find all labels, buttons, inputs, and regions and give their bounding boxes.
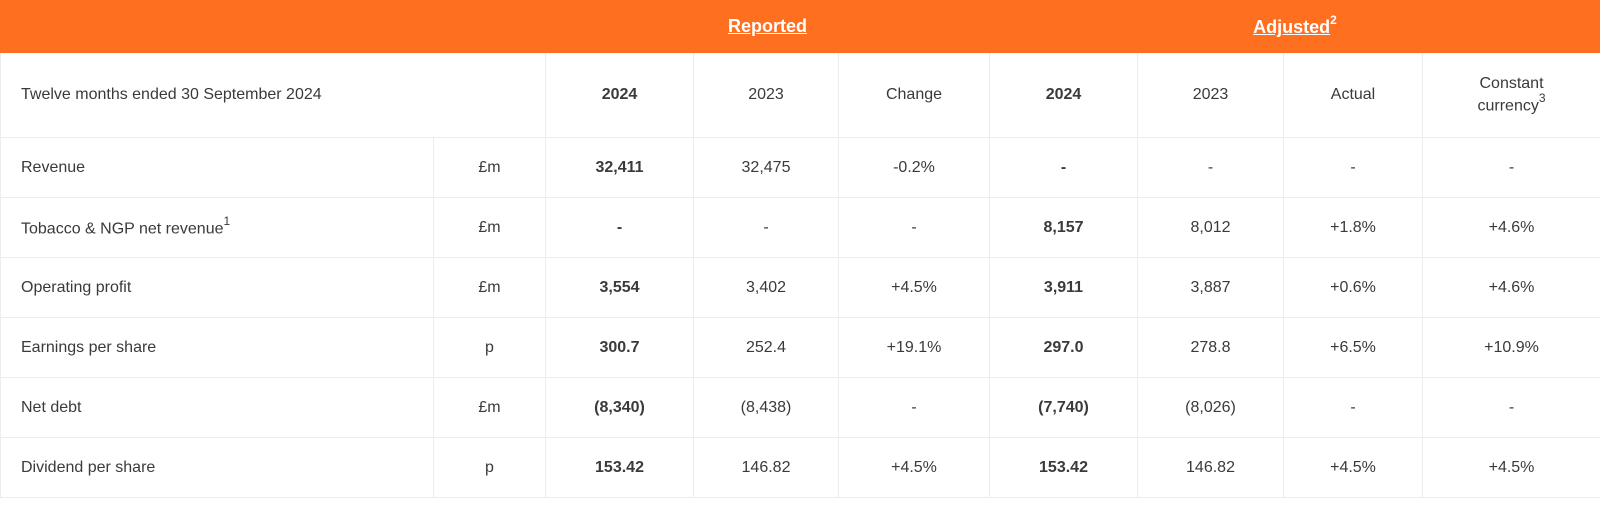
table-cell: 146.82 bbox=[1137, 437, 1284, 498]
period-label: Twelve months ended 30 September 2024 bbox=[0, 52, 546, 138]
table-cell: - bbox=[1283, 377, 1423, 438]
constant-line1: Constant bbox=[1479, 74, 1544, 92]
results-table: Reported Adjusted2 Twelve months ended 3… bbox=[0, 0, 1600, 498]
table-cell: 32,411 bbox=[545, 137, 694, 198]
reported-group-header: Reported bbox=[545, 0, 990, 53]
row-label: Earnings per share bbox=[0, 317, 434, 378]
col-constant-currency: Constant currency3 bbox=[1421, 52, 1600, 138]
table-cell: +6.5% bbox=[1283, 317, 1423, 378]
table-row: Revenue £m 32,411 32,475 -0.2% - - - - bbox=[0, 137, 1600, 198]
footnote-ref: 2 bbox=[1330, 13, 1337, 27]
table-cell: 8,157 bbox=[989, 197, 1138, 258]
table-cell: - bbox=[838, 197, 990, 258]
table-cell: +4.6% bbox=[1421, 197, 1600, 258]
table-cell: 297.0 bbox=[989, 317, 1138, 378]
reported-link[interactable]: Reported bbox=[727, 16, 807, 36]
table-row: Tobacco & NGP net revenue1 £m - - -8,157 8,01… bbox=[0, 197, 1600, 258]
constant-line2: currency bbox=[1477, 97, 1539, 115]
col-reported-2023: 2023 bbox=[693, 52, 839, 138]
table-cell: 300.7 bbox=[545, 317, 694, 378]
table-cell: +4.6% bbox=[1421, 257, 1600, 318]
row-label: Net debt bbox=[0, 377, 434, 438]
table-cell: (8,026) bbox=[1137, 377, 1284, 438]
row-unit: £m bbox=[433, 257, 546, 318]
row-label-text: Dividend per share bbox=[21, 458, 156, 476]
row-unit: £m bbox=[433, 377, 546, 438]
row-label: Operating profit bbox=[0, 257, 434, 318]
col-adjusted-2024: 2024 bbox=[989, 52, 1138, 138]
row-label-text: Net debt bbox=[21, 398, 82, 416]
table-cell: +4.5% bbox=[838, 257, 990, 318]
table-cell: +19.1% bbox=[838, 317, 990, 378]
table-cell: (8,438) bbox=[693, 377, 839, 438]
table-cell: +4.5% bbox=[838, 437, 990, 498]
row-label-text: Tobacco & NGP net revenue bbox=[21, 220, 224, 238]
row-unit: p bbox=[433, 437, 546, 498]
table-cell: 252.4 bbox=[693, 317, 839, 378]
table-cell: (7,740) bbox=[989, 377, 1138, 438]
col-adjusted-actual: Actual bbox=[1283, 52, 1423, 138]
footnote-ref: 3 bbox=[1538, 90, 1546, 105]
row-label: Tobacco & NGP net revenue1 bbox=[0, 197, 434, 258]
table-cell: 153.42 bbox=[989, 437, 1138, 498]
table-cell: -0.2% bbox=[838, 137, 990, 198]
row-unit: p bbox=[433, 317, 546, 378]
group-header-row: Reported Adjusted2 bbox=[0, 0, 1600, 53]
table-cell: 3,911 bbox=[989, 257, 1138, 318]
row-unit: £m bbox=[433, 197, 546, 258]
table-row: Dividend per share p 153.42 146.82 +4.5% 153.… bbox=[0, 437, 1600, 498]
footnote-ref: 1 bbox=[223, 214, 231, 229]
table-row: Net debt £m (8,340) (8,438) - (7,740) (8,026) -… bbox=[0, 377, 1600, 438]
row-label-text: Operating profit bbox=[21, 278, 132, 296]
table-cell: - bbox=[1137, 137, 1284, 198]
col-adjusted-2023: 2023 bbox=[1137, 52, 1284, 138]
adjusted-group-header: Adjusted2 bbox=[988, 0, 1600, 53]
table-cell: - bbox=[1421, 137, 1600, 198]
row-label: Revenue bbox=[0, 137, 434, 198]
table-cell: - bbox=[693, 197, 839, 258]
table-cell: +0.6% bbox=[1283, 257, 1423, 318]
row-label-text: Revenue bbox=[21, 158, 86, 176]
col-reported-2024: 2024 bbox=[545, 52, 694, 138]
table-cell: - bbox=[989, 137, 1138, 198]
table-cell: 3,887 bbox=[1137, 257, 1284, 318]
table-cell: 146.82 bbox=[693, 437, 839, 498]
table-cell: - bbox=[1283, 137, 1423, 198]
row-label: Dividend per share bbox=[0, 437, 434, 498]
table-cell: +4.5% bbox=[1283, 437, 1423, 498]
table-row: Earnings per share p 300.7 252.4 +19.1% 297.0… bbox=[0, 317, 1600, 378]
row-label-text: Earnings per share bbox=[21, 338, 157, 356]
col-reported-change: Change bbox=[838, 52, 990, 138]
table-cell: +10.9% bbox=[1421, 317, 1600, 378]
table-cell: - bbox=[838, 377, 990, 438]
table-cell: (8,340) bbox=[545, 377, 694, 438]
table-cell: +4.5% bbox=[1421, 437, 1600, 498]
adjusted-link[interactable]: Adjusted bbox=[1253, 17, 1331, 37]
table-row: Operating profit £m 3,554 3,402 +4.5% 3,911 3,… bbox=[0, 257, 1600, 318]
table-cell: 32,475 bbox=[693, 137, 839, 198]
table-cell: - bbox=[1421, 377, 1600, 438]
blank-header-cell bbox=[0, 0, 546, 53]
table-cell: - bbox=[545, 197, 694, 258]
table-cell: 8,012 bbox=[1137, 197, 1284, 258]
table-cell: 153.42 bbox=[545, 437, 694, 498]
table-cell: +1.8% bbox=[1283, 197, 1423, 258]
row-unit: £m bbox=[433, 137, 546, 198]
table-cell: 278.8 bbox=[1137, 317, 1284, 378]
table-cell: 3,554 bbox=[545, 257, 694, 318]
table-cell: 3,402 bbox=[693, 257, 839, 318]
column-header-row: Twelve months ended 30 September 2024 20… bbox=[0, 52, 1600, 138]
